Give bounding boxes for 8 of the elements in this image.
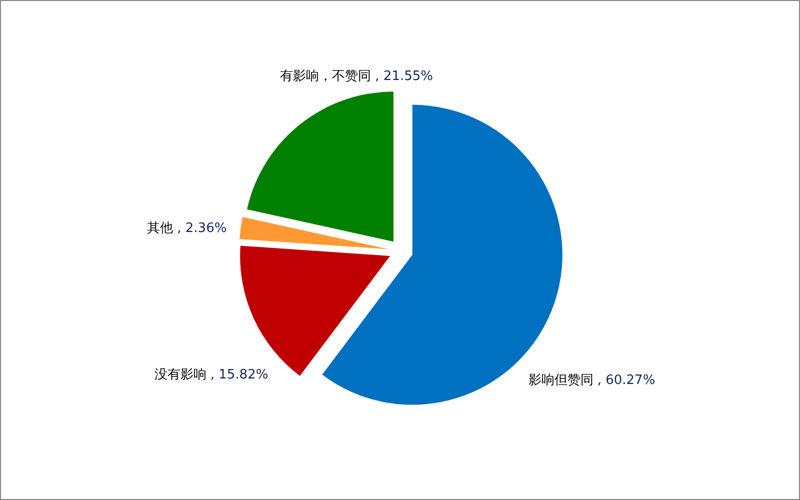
data-label: , 15.82% — [210, 368, 268, 383]
slice-label: 影响但赞同 — [528, 372, 594, 388]
slice-label: 有影响，不赞同 — [280, 68, 372, 84]
slice-label: 没有影响 — [154, 368, 206, 383]
data-label: , 60.27% — [597, 372, 656, 388]
data-label: , 2.36% — [177, 220, 227, 236]
data-label: , 21.55% — [375, 68, 434, 84]
slice-label: 其他 — [147, 220, 174, 236]
